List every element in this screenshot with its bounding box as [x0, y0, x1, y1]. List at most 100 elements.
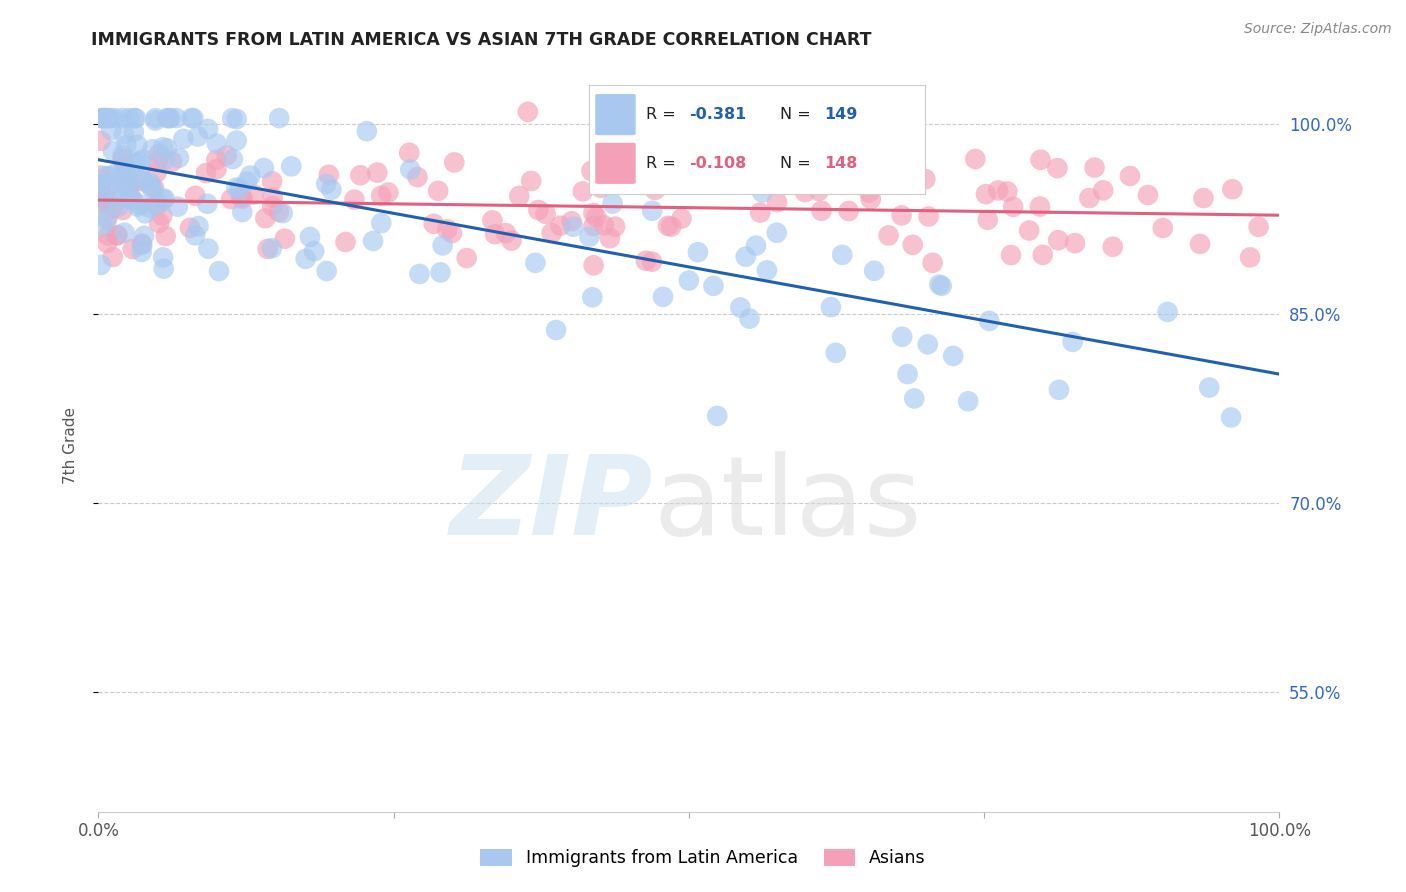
Point	[111, 202, 134, 217]
Point	[111, 111, 134, 125]
Point	[456, 251, 478, 265]
Point	[427, 184, 450, 198]
Point	[139, 176, 162, 190]
Point	[101, 144, 124, 158]
Point	[957, 394, 980, 409]
Point	[101, 250, 124, 264]
Point	[824, 346, 846, 360]
Point	[232, 192, 254, 206]
Point	[221, 111, 243, 125]
Point	[1101, 240, 1123, 254]
Point	[582, 258, 605, 272]
Point	[112, 152, 135, 166]
Y-axis label: 7th Grade: 7th Grade	[63, 408, 77, 484]
Point	[90, 258, 112, 272]
Point	[148, 147, 170, 161]
Point	[115, 178, 138, 193]
Point	[831, 248, 853, 262]
Point	[100, 111, 122, 125]
Point	[122, 111, 145, 125]
Point	[254, 211, 277, 226]
Point	[96, 211, 118, 225]
Point	[97, 228, 120, 243]
Point	[225, 112, 247, 127]
Point	[274, 232, 297, 246]
Point	[122, 125, 145, 139]
Point	[1092, 183, 1115, 197]
Point	[429, 265, 451, 279]
Point	[1032, 248, 1054, 262]
Point	[869, 176, 891, 190]
Point	[280, 159, 302, 173]
Point	[141, 179, 163, 194]
Point	[734, 250, 756, 264]
Point	[197, 242, 219, 256]
Point	[90, 178, 112, 193]
Point	[152, 261, 174, 276]
Point	[145, 165, 167, 179]
Point	[1047, 383, 1070, 397]
Point	[398, 145, 420, 160]
Point	[765, 226, 787, 240]
Point	[131, 171, 153, 186]
Point	[877, 228, 900, 243]
Point	[408, 267, 430, 281]
Point	[1119, 169, 1142, 183]
Point	[370, 188, 392, 202]
Point	[596, 151, 619, 165]
Point	[917, 210, 939, 224]
Point	[641, 203, 664, 218]
Point	[122, 193, 145, 207]
Point	[107, 227, 129, 242]
Point	[520, 174, 543, 188]
Point	[215, 148, 238, 162]
Point	[1064, 236, 1087, 251]
Point	[120, 190, 142, 204]
Text: IMMIGRANTS FROM LATIN AMERICA VS ASIAN 7TH GRADE CORRELATION CHART: IMMIGRANTS FROM LATIN AMERICA VS ASIAN 7…	[91, 31, 872, 49]
Point	[443, 155, 465, 169]
Point	[239, 169, 262, 183]
Point	[90, 178, 112, 192]
Point	[1047, 233, 1070, 247]
Point	[890, 209, 912, 223]
Point	[156, 111, 179, 125]
Point	[516, 104, 538, 119]
Point	[180, 111, 202, 125]
Point	[231, 190, 253, 204]
Point	[114, 164, 136, 178]
Point	[1220, 410, 1243, 425]
Point	[96, 111, 118, 125]
Point	[706, 409, 728, 423]
Point	[974, 187, 997, 202]
Point	[1152, 221, 1174, 235]
Point	[1083, 161, 1105, 175]
Point	[678, 273, 700, 287]
Point	[100, 123, 122, 137]
Point	[766, 195, 789, 210]
Point	[730, 301, 752, 315]
Point	[242, 187, 264, 202]
Point	[271, 206, 294, 220]
Point	[315, 177, 337, 191]
Point	[183, 111, 205, 125]
Point	[634, 253, 657, 268]
Point	[621, 177, 644, 191]
Point	[128, 154, 150, 169]
Point	[131, 236, 153, 251]
Point	[141, 142, 163, 156]
Point	[94, 198, 117, 212]
Point	[343, 193, 366, 207]
Point	[256, 242, 278, 256]
Point	[153, 192, 176, 206]
Point	[141, 182, 163, 196]
Point	[790, 165, 813, 179]
Point	[128, 197, 150, 211]
Point	[107, 200, 129, 214]
Point	[863, 264, 886, 278]
Point	[184, 189, 207, 203]
Point	[222, 152, 245, 166]
Point	[1136, 188, 1159, 202]
Point	[166, 200, 188, 214]
Point	[179, 220, 201, 235]
Point	[588, 177, 610, 191]
